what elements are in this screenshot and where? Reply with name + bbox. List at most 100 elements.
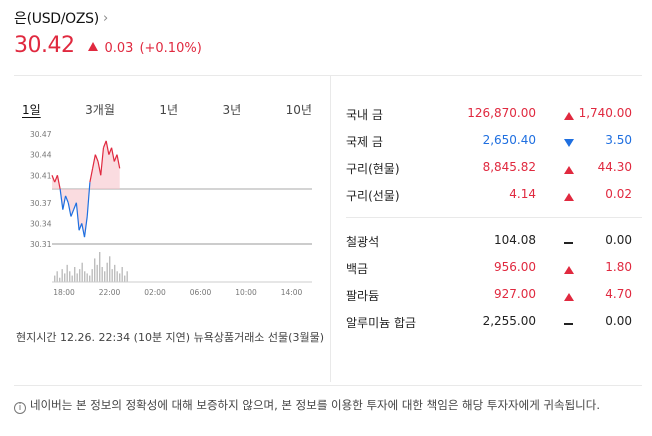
volume-bar <box>96 264 98 282</box>
price-line-segment <box>78 223 83 231</box>
commodity-name[interactable]: 알루미늄 합금 <box>346 316 417 330</box>
price-row: 30.42 0.03 (+0.10%) <box>14 33 202 58</box>
tab-1day[interactable]: 1일 <box>22 103 41 117</box>
x-tick-label: 06:00 <box>190 288 212 297</box>
commodity-name[interactable]: 백금 <box>346 262 369 276</box>
info-icon: i <box>14 402 26 414</box>
price-change: 0.03 <box>104 41 134 56</box>
volume-bar <box>124 275 126 282</box>
volume-bar <box>109 256 111 282</box>
table-row[interactable]: 국제 금 2,650.40 3.50 <box>346 127 642 154</box>
tab-3month[interactable]: 3개월 <box>85 103 115 117</box>
commodity-change: 1.80 <box>605 260 632 274</box>
volume-bar <box>114 264 116 282</box>
commodity-name[interactable]: 철광석 <box>346 235 380 249</box>
commodity-name[interactable]: 국제 금 <box>346 135 383 149</box>
direction-indicator <box>564 263 574 277</box>
x-tick-label: 10:00 <box>235 288 257 297</box>
current-price: 30.42 <box>14 33 75 58</box>
disclaimer: i 네이버는 본 정보의 정확성에 대해 보증하지 않으며, 본 정보를 이용한 … <box>14 397 646 414</box>
price-line-segment <box>94 154 99 162</box>
commodity-change: 0.02 <box>605 187 632 201</box>
y-tick-label: 30.37 <box>30 199 52 208</box>
x-tick-label: 18:00 <box>53 288 75 297</box>
price-line-segment <box>56 175 61 190</box>
volume-bar <box>59 277 61 282</box>
direction-indicator <box>564 109 574 123</box>
price-line-segment <box>89 168 94 183</box>
volume-bar <box>76 273 78 282</box>
direction-indicator <box>564 136 574 150</box>
price-line-segment <box>92 154 96 169</box>
x-tick-label: 02:00 <box>144 288 166 297</box>
volume-bar <box>104 271 106 282</box>
bottom-divider <box>14 385 642 386</box>
y-tick-label: 30.47 <box>30 130 52 139</box>
price-line-segment <box>97 161 102 176</box>
table-row[interactable]: 국내 금 126,870.00 1,740.00 <box>346 100 642 127</box>
table-row[interactable]: 구리(현물) 8,845.82 44.30 <box>346 154 642 181</box>
volume-bar <box>71 275 73 282</box>
price-line-segment <box>116 154 121 169</box>
commodity-title-link[interactable]: 은(USD/OZS) › <box>14 8 202 28</box>
price-line-segment <box>108 147 113 155</box>
commodity-name[interactable]: 구리(선물) <box>346 189 400 203</box>
tab-10year[interactable]: 10년 <box>285 103 312 117</box>
volume-bar <box>64 273 66 282</box>
tab-1year[interactable]: 1년 <box>159 103 179 117</box>
volume-bar <box>89 275 91 282</box>
commodity-title[interactable]: 은(USD/OZS) <box>14 11 99 27</box>
table-row[interactable]: 백금 956.00 1.80 <box>346 254 642 281</box>
disclaimer-text: 네이버는 본 정보의 정확성에 대해 보증하지 않으며, 본 정보를 이용한 투… <box>30 398 600 412</box>
triangle-up-icon <box>564 112 574 120</box>
commodity-change: 1,740.00 <box>578 106 632 120</box>
commodity-value: 104.08 <box>494 233 536 247</box>
price-change-percent: (+0.10%) <box>139 41 202 56</box>
price-line-segment <box>67 202 72 217</box>
table-row[interactable]: 알루미늄 합금 2,255.00 0.00 <box>346 308 642 335</box>
chevron-right-icon[interactable]: › <box>102 10 109 26</box>
commodity-change: 4.70 <box>605 287 632 301</box>
price-line-segment <box>100 147 105 176</box>
price-line-segment <box>75 202 80 231</box>
period-tabs: 1일 3개월 1년 3년 10년 <box>22 101 312 120</box>
price-area-fill <box>52 140 120 238</box>
commodity-name[interactable]: 팔라듐 <box>346 289 380 303</box>
volume-bar <box>56 271 58 282</box>
direction-indicator <box>564 290 574 304</box>
volume-bar <box>119 273 121 282</box>
direction-indicator <box>564 163 574 177</box>
volume-bar <box>91 269 93 282</box>
table-row[interactable]: 철광석 104.08 0.00 <box>346 227 642 254</box>
commodity-name[interactable]: 구리(현물) <box>346 162 400 176</box>
tab-3year[interactable]: 3년 <box>222 103 242 117</box>
volume-bar <box>94 258 96 282</box>
triangle-up-icon <box>564 266 574 274</box>
table-row[interactable]: 팔라듐 927.00 4.70 <box>346 281 642 308</box>
commodity-change: 0.00 <box>605 233 632 247</box>
triangle-up-icon <box>564 166 574 174</box>
commodity-value: 2,255.00 <box>482 314 536 328</box>
commodity-name[interactable]: 국내 금 <box>346 108 383 122</box>
volume-bar <box>116 271 118 282</box>
volume-bar <box>66 264 68 282</box>
volume-bar <box>74 267 76 282</box>
price-chart[interactable]: 30.47 30.44 30.41 30.37 30.34 30.31 18:00 22:00… <box>20 122 320 300</box>
vertical-divider <box>330 76 331 382</box>
dash-icon <box>564 323 573 325</box>
triangle-up-icon <box>564 293 574 301</box>
y-tick-label: 30.44 <box>30 151 52 160</box>
y-tick-label: 30.31 <box>30 240 52 249</box>
commodity-table: 국내 금 126,870.00 1,740.00 국제 금 2,650.40 3.50 구리… <box>346 100 642 335</box>
table-row[interactable]: 구리(선물) 4.14 0.02 <box>346 181 642 208</box>
price-line-segment <box>81 223 86 238</box>
volume-bar <box>84 271 86 282</box>
price-line-segment <box>113 154 118 162</box>
commodity-value: 2,650.40 <box>482 133 536 147</box>
direction-indicator <box>564 236 573 250</box>
price-line-segment <box>62 195 67 210</box>
volume-bar <box>86 273 88 282</box>
volume-bar <box>79 269 81 282</box>
price-line-segment <box>54 175 58 183</box>
price-line-segment <box>51 175 56 183</box>
